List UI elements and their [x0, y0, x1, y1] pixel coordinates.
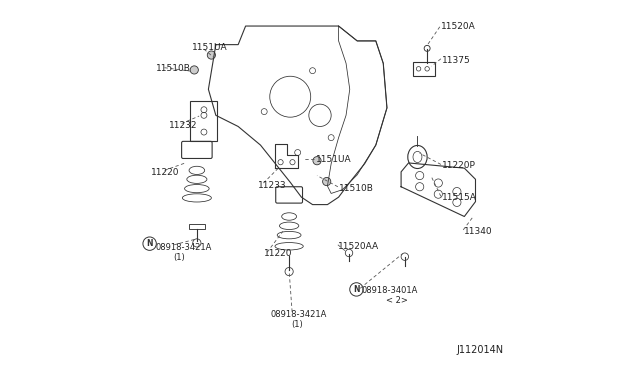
Circle shape [323, 177, 331, 186]
Text: 1151UA: 1151UA [316, 155, 351, 164]
Text: J112014N: J112014N [457, 346, 504, 355]
Text: N: N [147, 239, 153, 248]
Text: 11220P: 11220P [442, 161, 476, 170]
Text: 11520AA: 11520AA [338, 242, 379, 251]
Text: 11510B: 11510B [156, 64, 191, 73]
Text: (1): (1) [291, 320, 303, 329]
Text: 11233: 11233 [257, 181, 286, 190]
Text: 11220: 11220 [264, 249, 292, 258]
Circle shape [313, 157, 321, 165]
Text: N: N [353, 285, 360, 294]
Text: 1151UA: 1151UA [191, 43, 227, 52]
Text: 11232: 11232 [170, 121, 198, 130]
Text: 11375: 11375 [442, 56, 471, 65]
Circle shape [190, 66, 198, 74]
Bar [189, 224, 205, 229]
Text: 11340: 11340 [465, 227, 493, 236]
Circle shape [207, 51, 216, 59]
Text: 08918-3401A: 08918-3401A [362, 286, 418, 295]
Text: 11515A: 11515A [442, 193, 477, 202]
Text: < 2>: < 2> [386, 296, 408, 305]
Text: 11520A: 11520A [441, 22, 476, 31]
Text: (1): (1) [173, 253, 185, 262]
Text: 11510B: 11510B [339, 185, 374, 193]
Text: 11220: 11220 [151, 169, 179, 177]
Text: 08918-3421A: 08918-3421A [271, 310, 327, 319]
Text: 08918-3421A: 08918-3421A [156, 243, 212, 252]
